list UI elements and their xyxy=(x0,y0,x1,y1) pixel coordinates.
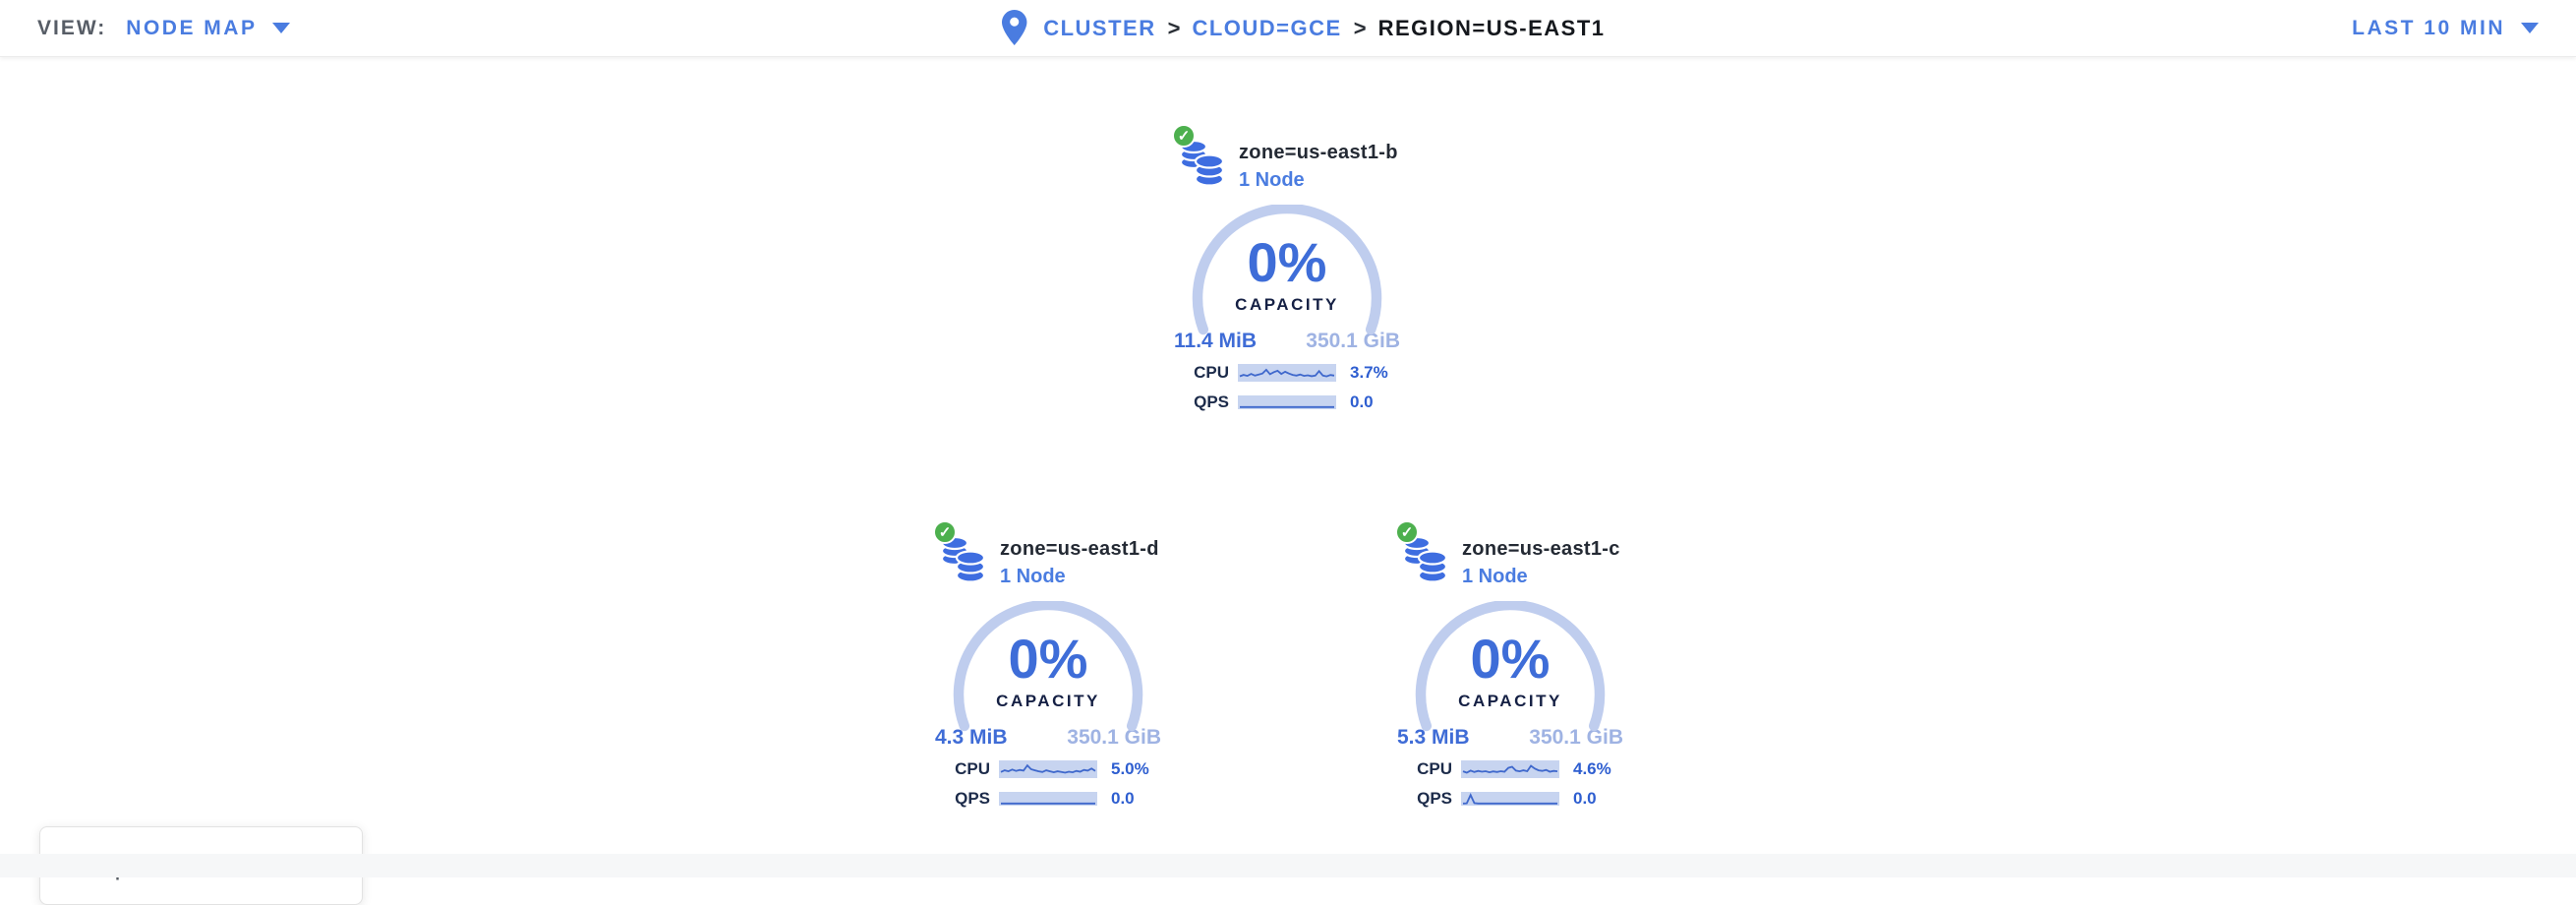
zone-card-titles: zone=us-east1-c 1 Node xyxy=(1462,524,1620,588)
chevron-down-icon[interactable] xyxy=(272,23,291,33)
view-label: VIEW: xyxy=(37,16,107,39)
view-dropdown-value[interactable]: NODE MAP xyxy=(126,16,258,39)
breadcrumb-item-region-us-east1: REGION=US-EAST1 xyxy=(1377,16,1606,40)
cpu-value: 3.7% xyxy=(1350,363,1388,382)
zone-icon-wrap: ✓ xyxy=(1395,520,1452,585)
qps-value: 0.0 xyxy=(1350,392,1374,411)
capacity-total: 350.1 GiB xyxy=(1306,330,1400,352)
zone-card-header: ✓ zone=us-east1-d 1 Node xyxy=(933,520,1161,593)
capacity-arc xyxy=(1415,601,1606,732)
qps-label: QPS xyxy=(955,789,990,808)
capacity-used: 5.3 MiB xyxy=(1397,726,1470,749)
cpu-value: 4.6% xyxy=(1573,759,1611,778)
qps-sparkline xyxy=(999,792,1097,806)
capacity-arc xyxy=(953,601,1143,732)
capacity-total: 350.1 GiB xyxy=(1067,726,1161,749)
capacity-values: 5.3 MiB 350.1 GiB xyxy=(1397,726,1623,750)
top-toolbar: VIEW: NODE MAP CLUSTER > CLOUD=GCE > REG… xyxy=(0,0,2576,57)
qps-row: QPS 0.0 xyxy=(1397,789,1623,809)
capacity-label: CAPACITY xyxy=(996,692,1100,710)
health-check-icon: ✓ xyxy=(933,520,957,544)
breadcrumb-separator: > xyxy=(1167,16,1181,40)
qps-row: QPS 0.0 xyxy=(1174,392,1400,412)
qps-label: QPS xyxy=(1194,392,1229,411)
capacity-values: 11.4 MiB 350.1 GiB xyxy=(1174,330,1400,353)
location-pin-icon xyxy=(1002,10,1027,45)
zone-title: zone=us-east1-d xyxy=(1000,538,1159,560)
time-range-dropdown[interactable]: LAST 10 MIN xyxy=(2352,17,2539,40)
qps-value: 0.0 xyxy=(1573,789,1597,808)
capacity-gauge: 0% CAPACITY xyxy=(1189,205,1385,337)
cpu-label: CPU xyxy=(1417,759,1452,778)
zone-icon-wrap: ✓ xyxy=(933,520,990,585)
breadcrumb-item-cloud-gce[interactable]: CLOUD=GCE xyxy=(1192,16,1342,40)
zone-icon-wrap: ✓ xyxy=(1172,124,1229,189)
capacity-label: CAPACITY xyxy=(1235,295,1339,314)
capacity-percent: 0% xyxy=(1470,628,1551,690)
breadcrumb-item-cluster[interactable]: CLUSTER xyxy=(1043,16,1156,40)
qps-label: QPS xyxy=(1417,789,1452,808)
health-check-icon: ✓ xyxy=(1395,520,1419,544)
cpu-sparkline xyxy=(1461,760,1559,778)
capacity-used: 11.4 MiB xyxy=(1174,330,1258,352)
zone-card-us-east1-c[interactable]: ✓ zone=us-east1-c 1 Node 0% CAPACITY 5.3… xyxy=(1395,520,1623,809)
qps-row: QPS 0.0 xyxy=(935,789,1161,809)
capacity-label: CAPACITY xyxy=(1458,692,1562,710)
capacity-gauge: 0% CAPACITY xyxy=(1412,601,1609,734)
zone-card-us-east1-d[interactable]: ✓ zone=us-east1-d 1 Node 0% CAPACITY 4.3… xyxy=(933,520,1161,809)
breadcrumb-separator: > xyxy=(1353,16,1367,40)
zone-card-us-east1-b[interactable]: ✓ zone=us-east1-b 1 Node 0% CAPACITY 11.… xyxy=(1172,124,1400,412)
cpu-sparkline xyxy=(999,760,1097,778)
qps-value: 0.0 xyxy=(1111,789,1135,808)
database-stack-icon xyxy=(1179,139,1225,187)
cpu-label: CPU xyxy=(1194,363,1229,382)
time-range-value[interactable]: LAST 10 MIN xyxy=(2352,16,2505,39)
capacity-percent: 0% xyxy=(1008,628,1088,690)
breadcrumb: CLUSTER > CLOUD=GCE > REGION=US-EAST1 xyxy=(1001,0,1605,57)
capacity-values: 4.3 MiB 350.1 GiB xyxy=(935,726,1161,750)
view-selector-group: VIEW: NODE MAP xyxy=(37,16,291,40)
database-stack-icon xyxy=(1402,535,1448,583)
bottom-edge-strip xyxy=(0,854,2576,877)
cpu-row: CPU 4.6% xyxy=(1397,759,1623,779)
chevron-down-icon[interactable] xyxy=(2521,23,2539,33)
qps-sparkline xyxy=(1238,395,1336,409)
cpu-sparkline xyxy=(1238,364,1336,382)
qps-sparkline xyxy=(1461,792,1559,806)
cpu-row: CPU 5.0% xyxy=(935,759,1161,779)
capacity-used: 4.3 MiB xyxy=(935,726,1008,749)
view-dropdown[interactable]: NODE MAP xyxy=(126,16,291,40)
zone-card-titles: zone=us-east1-b 1 Node xyxy=(1239,128,1398,192)
health-check-icon: ✓ xyxy=(1172,124,1196,148)
capacity-percent: 0% xyxy=(1247,231,1327,293)
zone-node-count[interactable]: 1 Node xyxy=(1462,566,1528,587)
capacity-gauge: 0% CAPACITY xyxy=(950,601,1146,734)
capacity-total: 350.1 GiB xyxy=(1529,726,1623,749)
cpu-value: 5.0% xyxy=(1111,759,1149,778)
cpu-label: CPU xyxy=(955,759,990,778)
zone-title: zone=us-east1-b xyxy=(1239,142,1398,163)
zone-title: zone=us-east1-c xyxy=(1462,538,1620,560)
zone-node-count[interactable]: 1 Node xyxy=(1239,169,1305,191)
zone-card-header: ✓ zone=us-east1-c 1 Node xyxy=(1395,520,1623,593)
node-map-canvas: ✓ zone=us-east1-b 1 Node 0% CAPACITY 11.… xyxy=(0,57,2576,905)
capacity-arc xyxy=(1192,205,1382,335)
zone-card-header: ✓ zone=us-east1-b 1 Node xyxy=(1172,124,1400,197)
zone-card-titles: zone=us-east1-d 1 Node xyxy=(1000,524,1159,588)
cpu-row: CPU 3.7% xyxy=(1174,363,1400,383)
zone-node-count[interactable]: 1 Node xyxy=(1000,566,1066,587)
